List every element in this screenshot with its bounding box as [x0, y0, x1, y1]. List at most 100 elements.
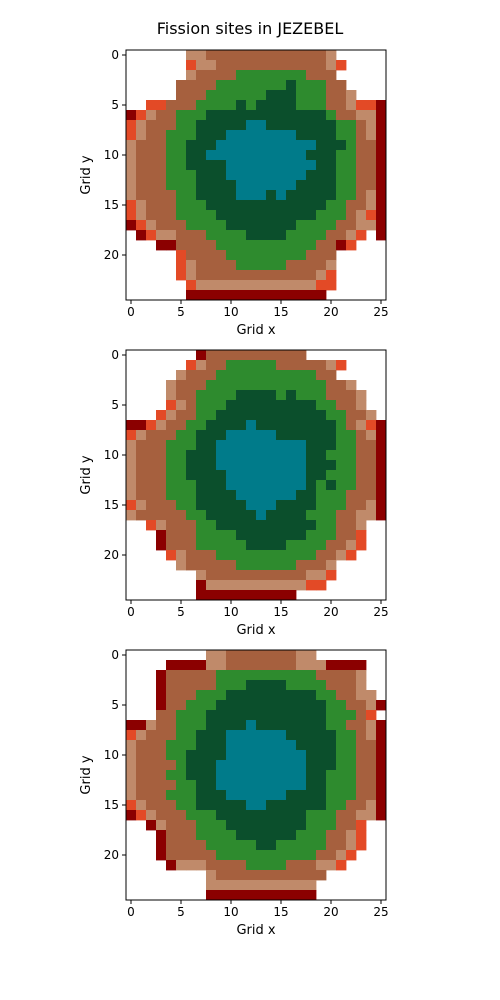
heatmap-cell [136, 210, 147, 221]
heatmap-cell [326, 720, 337, 731]
heatmap-cell [316, 230, 327, 241]
heatmap-cell [276, 290, 287, 301]
heatmap-cell [206, 650, 217, 661]
heatmap-cell [176, 480, 187, 491]
heatmap-cell [356, 140, 367, 151]
heatmap-cell [286, 150, 297, 161]
heatmap-cell [306, 670, 317, 681]
heatmap-cell [326, 60, 337, 71]
heatmap-cell [276, 840, 287, 851]
heatmap-cell [316, 810, 327, 821]
heatmap-cell [306, 770, 317, 781]
heatmap-cell [196, 350, 207, 361]
heatmap-cell [306, 830, 317, 841]
heatmap-cell [276, 80, 287, 91]
heatmap-cell [226, 240, 237, 251]
heatmap-cell [216, 440, 227, 451]
heatmap-cell [326, 200, 337, 211]
heatmap-cell [366, 730, 377, 741]
heatmap-cell [326, 740, 337, 751]
heatmap-cell [296, 800, 307, 811]
heatmap-cell [316, 760, 327, 771]
heatmap-cell [296, 240, 307, 251]
heatmap-cell [226, 480, 237, 491]
heatmap-cell [366, 140, 377, 151]
heatmap-cell [216, 270, 227, 281]
heatmap-cell [186, 70, 197, 81]
heatmap-cell [286, 840, 297, 851]
heatmap-cell [236, 710, 247, 721]
heatmap-cell [346, 810, 357, 821]
heatmap-cell [256, 270, 267, 281]
heatmap-cell [326, 150, 337, 161]
heatmap-cell [366, 710, 377, 721]
heatmap-cell [206, 560, 217, 571]
heatmap-cell [146, 510, 157, 521]
heatmap-cell [276, 480, 287, 491]
heatmap-cell [216, 570, 227, 581]
heatmap-cell [306, 290, 317, 301]
heatmap-cell [266, 590, 277, 601]
heatmap-cell [316, 670, 327, 681]
heatmap-cell [216, 800, 227, 811]
heatmap-cell [316, 250, 327, 261]
heatmap-cell [316, 380, 327, 391]
heatmap-cell [256, 160, 267, 171]
heatmap-cell [246, 400, 257, 411]
heatmap-cell [306, 780, 317, 791]
heatmap-cell [356, 820, 367, 831]
heatmap-cell [156, 530, 167, 541]
heatmap-cell [216, 110, 227, 121]
heatmap-cell [266, 400, 277, 411]
heatmap-cell [206, 270, 217, 281]
heatmap-cell [206, 170, 217, 181]
heatmap-cell [166, 740, 177, 751]
heatmap-cell [196, 430, 207, 441]
heatmap-cell [356, 430, 367, 441]
heatmap-cell [236, 480, 247, 491]
heatmap-cell [126, 760, 137, 771]
heatmap-cell [296, 360, 307, 371]
heatmap-cell [366, 160, 377, 171]
heatmap-cell [286, 660, 297, 671]
heatmap-cell [276, 520, 287, 531]
heatmap-cell [366, 450, 377, 461]
heatmap-cell [276, 790, 287, 801]
heatmap-cell [306, 890, 317, 901]
heatmap-cell [226, 160, 237, 171]
heatmap-cell [196, 100, 207, 111]
heatmap-cell [176, 100, 187, 111]
heatmap-cell [346, 400, 357, 411]
heatmap-cell [226, 800, 237, 811]
heatmap-cell [246, 430, 257, 441]
heatmap-cell [156, 520, 167, 531]
heatmap-cell [216, 490, 227, 501]
y-tick-label: 15 [104, 198, 119, 212]
heatmap-cell [176, 560, 187, 571]
heatmap-cell [376, 230, 387, 241]
heatmap-cell [176, 740, 187, 751]
heatmap-cell [226, 220, 237, 231]
heatmap-cell [196, 400, 207, 411]
heatmap-cell [266, 360, 277, 371]
heatmap-cell [366, 810, 377, 821]
heatmap-cell [186, 260, 197, 271]
heatmap-cell [196, 670, 207, 681]
heatmap-cell [346, 700, 357, 711]
heatmap-cell [336, 550, 347, 561]
heatmap-cell [296, 290, 307, 301]
heatmap-cell [276, 570, 287, 581]
heatmap-cell [356, 210, 367, 221]
heatmap-cell [246, 760, 257, 771]
heatmap-cell [236, 420, 247, 431]
heatmap-cell [376, 430, 387, 441]
heatmap-cell [256, 200, 267, 211]
heatmap-cell [346, 180, 357, 191]
heatmap-cell [286, 110, 297, 121]
heatmap-cell [256, 790, 267, 801]
heatmap-cell [256, 60, 267, 71]
heatmap-cell [236, 740, 247, 751]
heatmap-cell [226, 350, 237, 361]
heatmap-cell [246, 840, 257, 851]
